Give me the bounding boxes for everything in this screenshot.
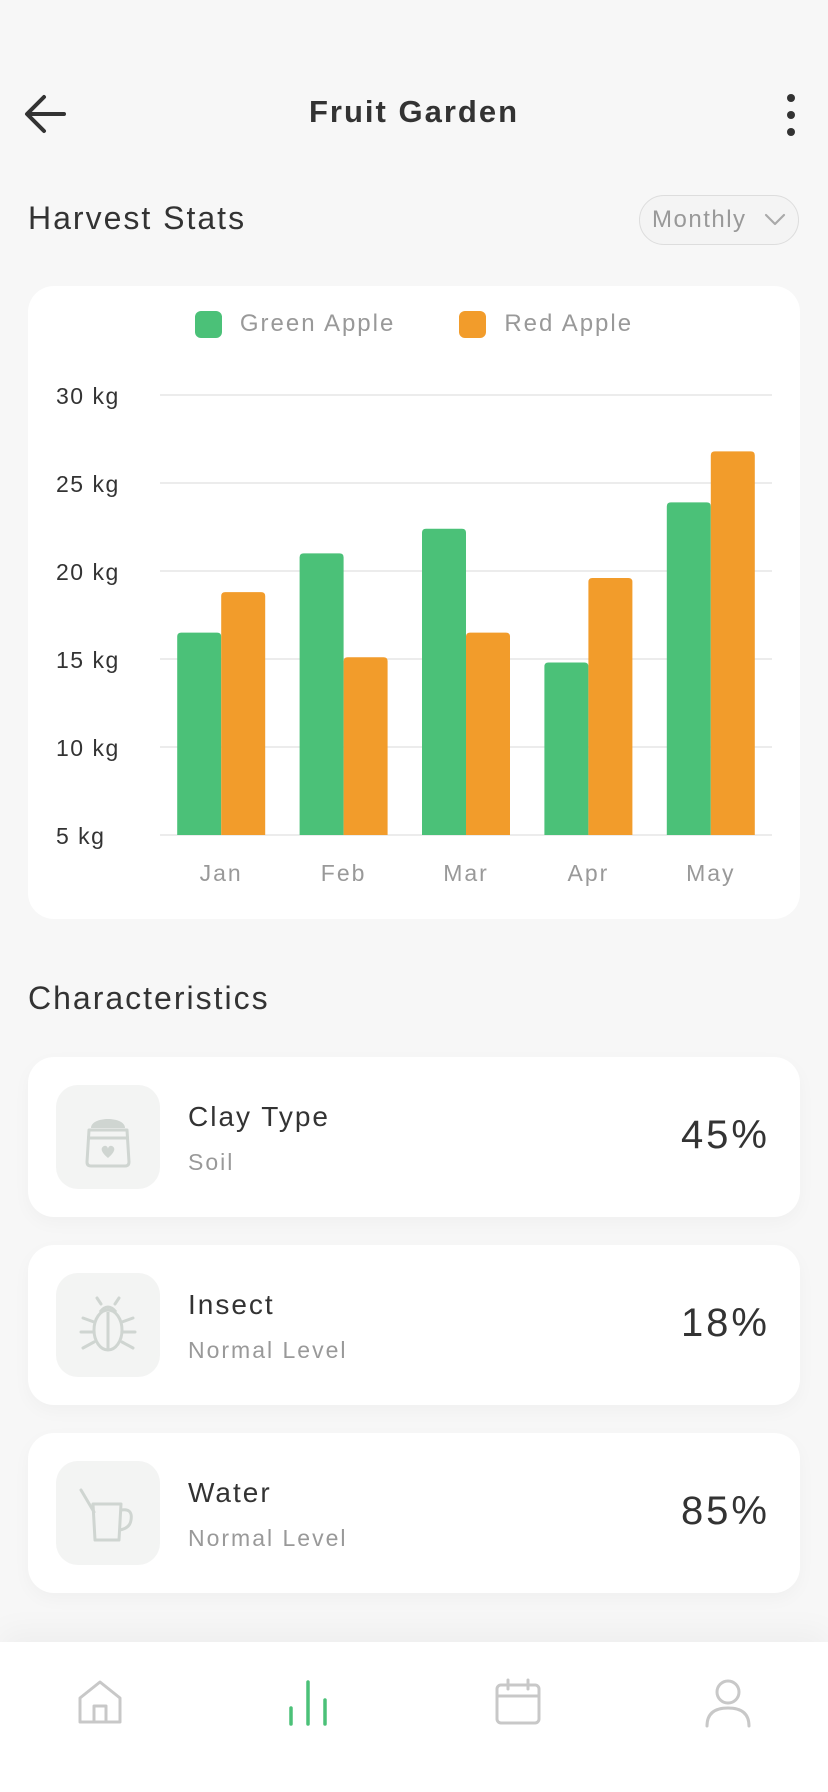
bar-green-apple-apr[interactable] [544, 662, 589, 835]
more-vertical-icon [787, 94, 795, 136]
more-options-button[interactable] [776, 92, 806, 138]
characteristic-value: 85% [680, 1489, 770, 1533]
period-select[interactable]: Monthly [639, 195, 799, 245]
x-tick-label: Apr [568, 860, 610, 886]
characteristic-icon-box [56, 1085, 160, 1189]
characteristic-icon-box [56, 1461, 160, 1565]
bottom-navigation [0, 1642, 828, 1792]
x-tick-label: May [686, 860, 735, 886]
nav-profile[interactable] [698, 1672, 758, 1732]
y-tick-label: 5 kg [56, 823, 105, 849]
legend-swatch-red [459, 310, 487, 338]
harvest-stats-title: Harvest Stats [28, 200, 247, 236]
nav-stats[interactable] [278, 1672, 338, 1732]
watering-can-icon [79, 1488, 133, 1542]
characteristic-name: Insect [188, 1289, 275, 1320]
soil-bag-icon [85, 1119, 131, 1168]
characteristic-subtitle: Soil [188, 1149, 235, 1175]
bar-green-apple-mar[interactable] [422, 528, 466, 835]
app-header: Fruit Garden [0, 80, 828, 150]
x-tick-label: Mar [443, 860, 489, 886]
characteristics-title: Characteristics [28, 980, 270, 1016]
bar-green-apple-feb[interactable] [299, 553, 344, 835]
bar-red-apple-jan[interactable] [221, 592, 266, 835]
characteristic-name: Water [188, 1477, 272, 1508]
x-tick-label: Jan [200, 860, 243, 886]
home-icon [78, 1680, 122, 1724]
characteristic-icon-box [56, 1273, 160, 1377]
insect-icon [79, 1296, 137, 1352]
stats-icon [289, 1680, 327, 1726]
legend-item-red-apple: Red Apple [459, 310, 633, 338]
legend-label-green-apple: Green Apple [239, 310, 396, 337]
characteristic-subtitle: Normal Level [188, 1525, 348, 1551]
bar-red-apple-mar[interactable] [466, 632, 510, 835]
characteristic-card-water[interactable]: Water Normal Level 85% [28, 1433, 800, 1593]
legend-label-red-apple: Red Apple [504, 310, 634, 337]
bar-red-apple-apr[interactable] [588, 578, 633, 835]
bar-green-apple-jan[interactable] [177, 632, 222, 835]
bar-red-apple-feb[interactable] [343, 657, 388, 835]
harvest-chart-card: Green Apple Red Apple 5 kg 10 kg 15 kg 20 k… [28, 286, 800, 919]
bar-green-apple-may[interactable] [666, 502, 711, 835]
characteristic-value: 18% [680, 1301, 770, 1345]
y-tick-label: 15 kg [56, 647, 120, 673]
characteristic-card-soil[interactable]: Clay Type Soil 45% [28, 1057, 800, 1217]
chevron-down-icon [764, 213, 786, 226]
profile-icon [705, 1679, 751, 1728]
legend-swatch-green [194, 310, 222, 338]
x-tick-label: Feb [321, 860, 367, 886]
nav-calendar[interactable] [488, 1672, 548, 1732]
bar-red-apple-may[interactable] [710, 451, 755, 835]
harvest-bar-chart: 5 kg 10 kg 15 kg 20 kg 25 kg 30 kg Jan Feb Mar Ap… [56, 383, 772, 886]
chart-legend: Green Apple Red Apple [28, 310, 800, 338]
nav-home[interactable] [70, 1672, 130, 1732]
characteristic-subtitle: Normal Level [188, 1337, 348, 1363]
y-tick-label: 10 kg [56, 735, 120, 761]
page-title: Fruit Garden [308, 94, 519, 129]
y-tick-label: 20 kg [56, 559, 120, 585]
characteristic-value: 45% [680, 1113, 770, 1157]
period-select-value: Monthly [652, 206, 747, 233]
back-button[interactable] [22, 92, 72, 136]
characteristic-name: Clay Type [188, 1101, 330, 1132]
y-tick-label: 25 kg [56, 471, 120, 497]
characteristic-card-insect[interactable]: Insect Normal Level 18% [28, 1245, 800, 1405]
y-tick-label: 30 kg [56, 383, 120, 409]
calendar-icon [495, 1678, 541, 1725]
arrow-left-icon [25, 95, 66, 133]
legend-item-green-apple: Green Apple [194, 310, 396, 338]
